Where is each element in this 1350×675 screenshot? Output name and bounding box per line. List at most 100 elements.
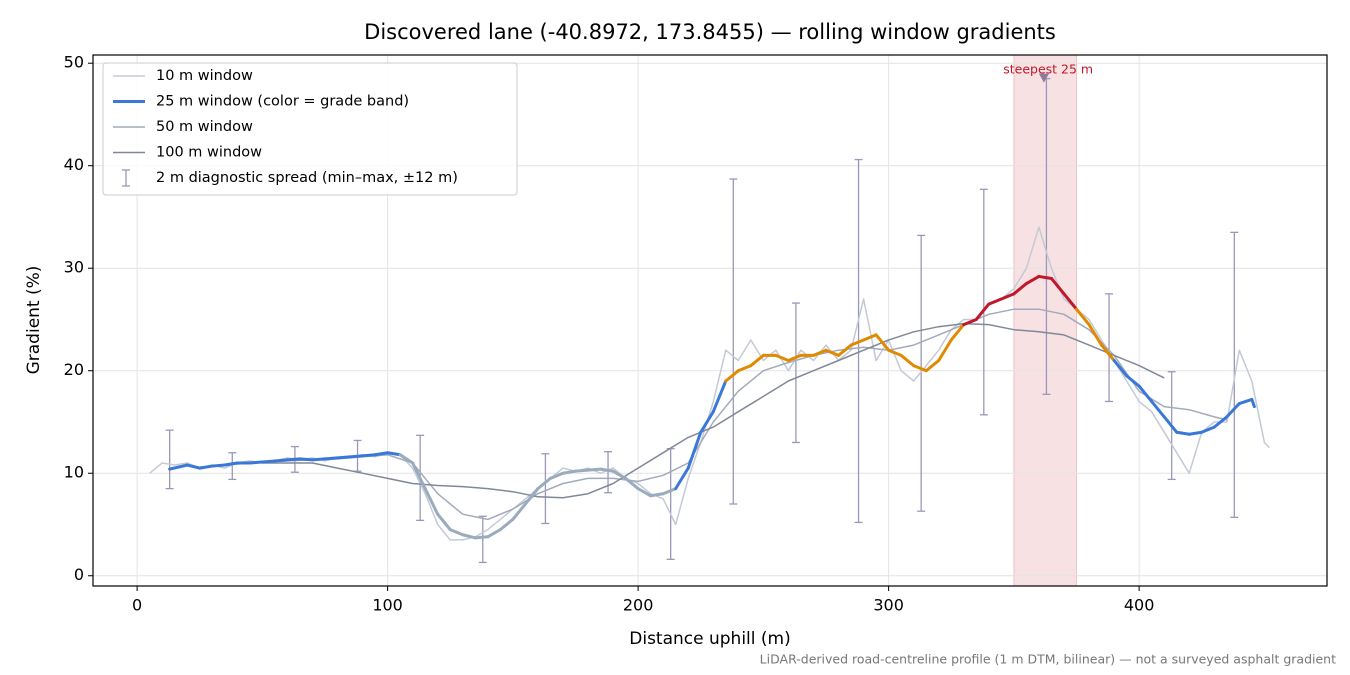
error-bar [541,453,550,525]
line-segment [749,353,765,368]
legend-label: 100 m window [156,145,262,161]
x-tick-label: 400 [1124,596,1155,615]
line-segment [511,502,527,521]
line-segment [335,455,352,460]
line-segment [1237,397,1254,406]
line-segment [862,333,878,342]
error-bar [165,429,174,490]
line-segment [1049,276,1066,296]
line-segment [1087,323,1104,347]
line-segment [999,292,1016,301]
legend-label: 50 m window [156,119,253,135]
line-segment [736,364,753,373]
line-segment [937,338,953,362]
legend-box [102,62,518,196]
line-segment [1212,415,1229,429]
line-segment [837,343,853,357]
line-segment [611,469,628,480]
line-segment [436,512,452,532]
line-segment [586,467,603,472]
line-segment [1024,274,1041,286]
y-tick-label: 50 [64,53,84,72]
y-tick-label: 30 [64,258,84,277]
line-segment [523,487,540,506]
line-segment [874,333,891,352]
line-segment [210,463,227,468]
line-segment [573,468,590,473]
line-segment [1250,397,1256,409]
line-segment [724,369,740,383]
axes-frame [92,54,1328,587]
error-bar [1105,293,1114,403]
line-segment [285,457,302,462]
legend-label: 10 m window [156,68,253,84]
line-segment [1162,415,1179,434]
line-segment [1175,430,1191,436]
line-segment [624,476,640,491]
legend-label: 25 m window (color = grade band) [156,94,409,110]
highlight-marker [1038,73,1049,83]
line-segment [786,353,803,362]
line-segment [1062,292,1078,311]
line-segment [373,451,390,457]
line-segment [548,471,565,480]
x-tick-label: 100 [372,596,403,615]
line-segment [912,364,928,373]
y-tick-label: 40 [64,155,84,174]
line-segment [1074,307,1091,327]
line-segment [1100,343,1116,362]
line-segment [461,533,477,540]
line-segment [273,458,289,463]
error-bar [478,515,487,564]
line-segment [1200,425,1216,434]
line [262,322,1165,499]
highlight-label: steepest 25 m [1003,62,1093,77]
x-axis-label: Distance uphill (m) [629,629,790,649]
line-segment [398,453,415,465]
line-segment [987,297,1003,306]
y-axis-label: Gradient (%) [24,266,44,375]
error-bar [729,178,738,505]
line-segment [824,348,841,357]
line-segment [1125,374,1141,388]
line-segment [536,476,552,491]
y-tick-label: 20 [64,360,84,379]
line-segment [411,461,427,491]
line-segment [924,358,941,373]
error-bar [917,234,926,512]
line-segment [561,469,577,475]
line-segment [1187,430,1204,436]
line-segment [686,430,703,470]
line-segment [774,353,790,362]
line-segment [498,517,515,532]
line-segment [248,460,264,465]
line-segment [348,454,365,459]
line-segment [298,457,314,462]
legend-label: 2 m diagnostic spread (min–max, ±12 m) [156,170,458,186]
line-segment [811,348,828,357]
footnote: LiDAR-derived road-centreline profile (1… [760,652,1336,667]
line-segment [649,492,665,498]
x-tick-label: 0 [132,596,142,615]
line-segment [323,456,339,461]
x-tick-label: 300 [873,596,904,615]
line-segment [473,535,490,540]
line-segment [223,461,239,467]
error-bar [979,188,988,416]
line-segment [636,487,653,498]
line-segment [185,463,202,470]
legend: 10 m window 25 m window (color = grade ba… [102,62,518,196]
y-tick-label: 10 [64,463,84,482]
x-tick-label: 200 [623,596,654,615]
line [199,308,1227,521]
line-segment [849,338,866,347]
line-segment [260,459,277,464]
line-segment [962,317,978,327]
highlight-band [1013,54,1077,587]
line-segment [1037,274,1053,280]
line [149,226,1270,541]
line-segment [386,451,402,457]
line-segment [699,410,715,434]
line-segment [448,528,465,537]
